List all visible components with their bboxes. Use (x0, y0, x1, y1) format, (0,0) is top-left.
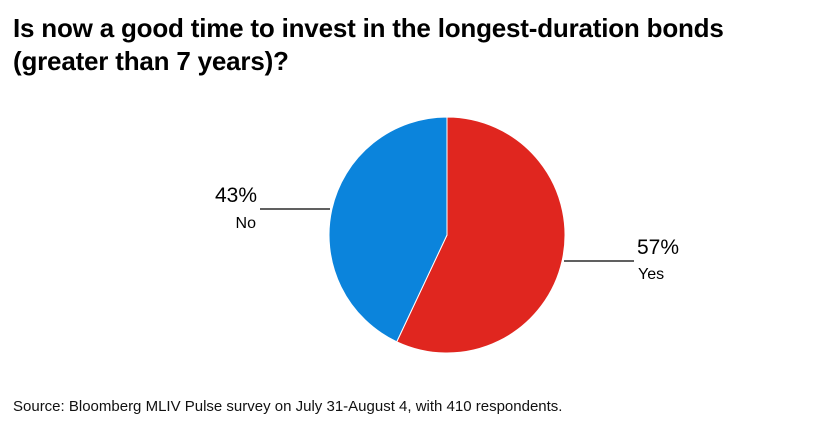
slice-value-label-no: 43% (215, 184, 257, 207)
slice-value-label-yes: 57% (637, 236, 679, 259)
chart-title: Is now a good time to invest in the long… (13, 13, 724, 76)
slice-category-label-no: No (236, 215, 257, 232)
pie-slice-yes (396, 116, 566, 354)
source-note: Source: Bloomberg MLIV Pulse survey on J… (13, 398, 563, 415)
pie-slice-no (328, 116, 448, 343)
slice-category-label-yes: Yes (638, 266, 664, 283)
